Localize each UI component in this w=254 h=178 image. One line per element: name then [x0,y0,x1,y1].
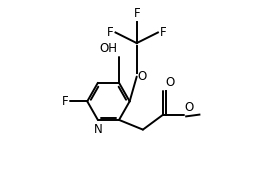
Text: F: F [160,26,166,39]
Text: OH: OH [100,41,118,55]
Text: O: O [138,70,147,83]
Text: O: O [165,76,174,89]
Text: O: O [184,101,194,114]
Text: F: F [133,7,140,20]
Text: N: N [93,123,102,136]
Text: F: F [107,26,114,39]
Text: F: F [61,95,68,108]
